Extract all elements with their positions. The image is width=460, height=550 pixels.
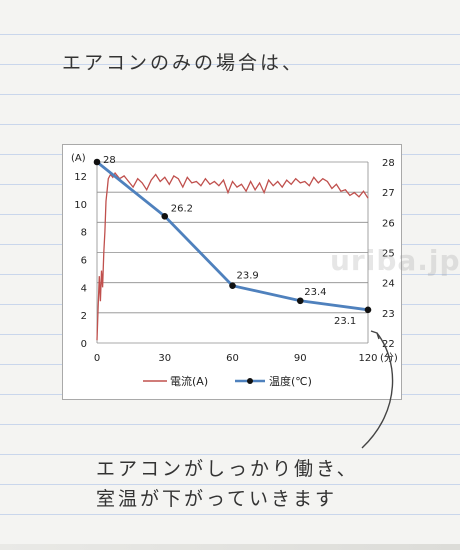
- temperature-data-label: 26.2: [171, 203, 193, 214]
- y-right-tick-label: 28: [382, 158, 395, 169]
- temperature-point: [161, 213, 169, 220]
- y-left-tick-label: 8: [81, 228, 87, 239]
- handwritten-note-bottom-line2: 室温が下がっていきます: [96, 488, 338, 510]
- y-left-unit-label: (A): [71, 153, 86, 164]
- handwritten-note-top: エアコンのみの場合は、: [62, 52, 305, 74]
- y-left-tick-label: 12: [74, 172, 87, 183]
- temperature-point: [296, 297, 304, 305]
- x-unit-label: (分): [380, 352, 398, 364]
- temperature-point: [93, 158, 101, 166]
- x-tick-label: 90: [294, 353, 307, 364]
- temperature-point: [229, 282, 236, 289]
- watermark: uriba.jp: [330, 244, 460, 277]
- y-right-tick-label: 24: [382, 279, 395, 290]
- y-right-tick-label: 25: [382, 249, 395, 260]
- y-left-tick-label: 6: [81, 255, 87, 266]
- x-tick-label: 120: [358, 353, 377, 364]
- temperature-point: [364, 306, 372, 314]
- temperature-data-label: 23.4: [304, 287, 326, 298]
- y-left-tick-label: 0: [81, 339, 87, 350]
- x-tick-label: 60: [226, 353, 239, 364]
- temperature-data-label: 28: [103, 155, 116, 166]
- y-left-tick-label: 2: [81, 311, 87, 322]
- series-line-current: [96, 171, 369, 341]
- y-left-tick-label: 4: [81, 283, 87, 294]
- y-right-tick-label: 23: [382, 309, 395, 320]
- chart-panel: 0 2 4 6 8 10 12 22 23 24 25 26 27 28 0 30 60 90 120 (A) (分) 2…: [62, 144, 402, 400]
- legend-label-current: 電流(A): [170, 374, 208, 388]
- y-left-tick-label: 10: [74, 200, 87, 211]
- x-tick-label: 30: [158, 353, 171, 364]
- handwritten-note-bottom-line1: エアコンがしっかり働き、: [96, 458, 359, 480]
- y-right-tick-label: 22: [382, 339, 395, 350]
- y-right-tick-label: 26: [382, 218, 395, 229]
- temperature-data-label: 23.9: [237, 271, 259, 282]
- x-tick-label: 0: [94, 353, 100, 364]
- paper-edge: [0, 544, 460, 550]
- temperature-data-label: 23.1: [334, 316, 356, 327]
- legend-marker-temperature: [247, 378, 253, 384]
- legend-label-temperature: 温度(℃): [269, 374, 312, 388]
- y-right-tick-label: 27: [382, 188, 395, 199]
